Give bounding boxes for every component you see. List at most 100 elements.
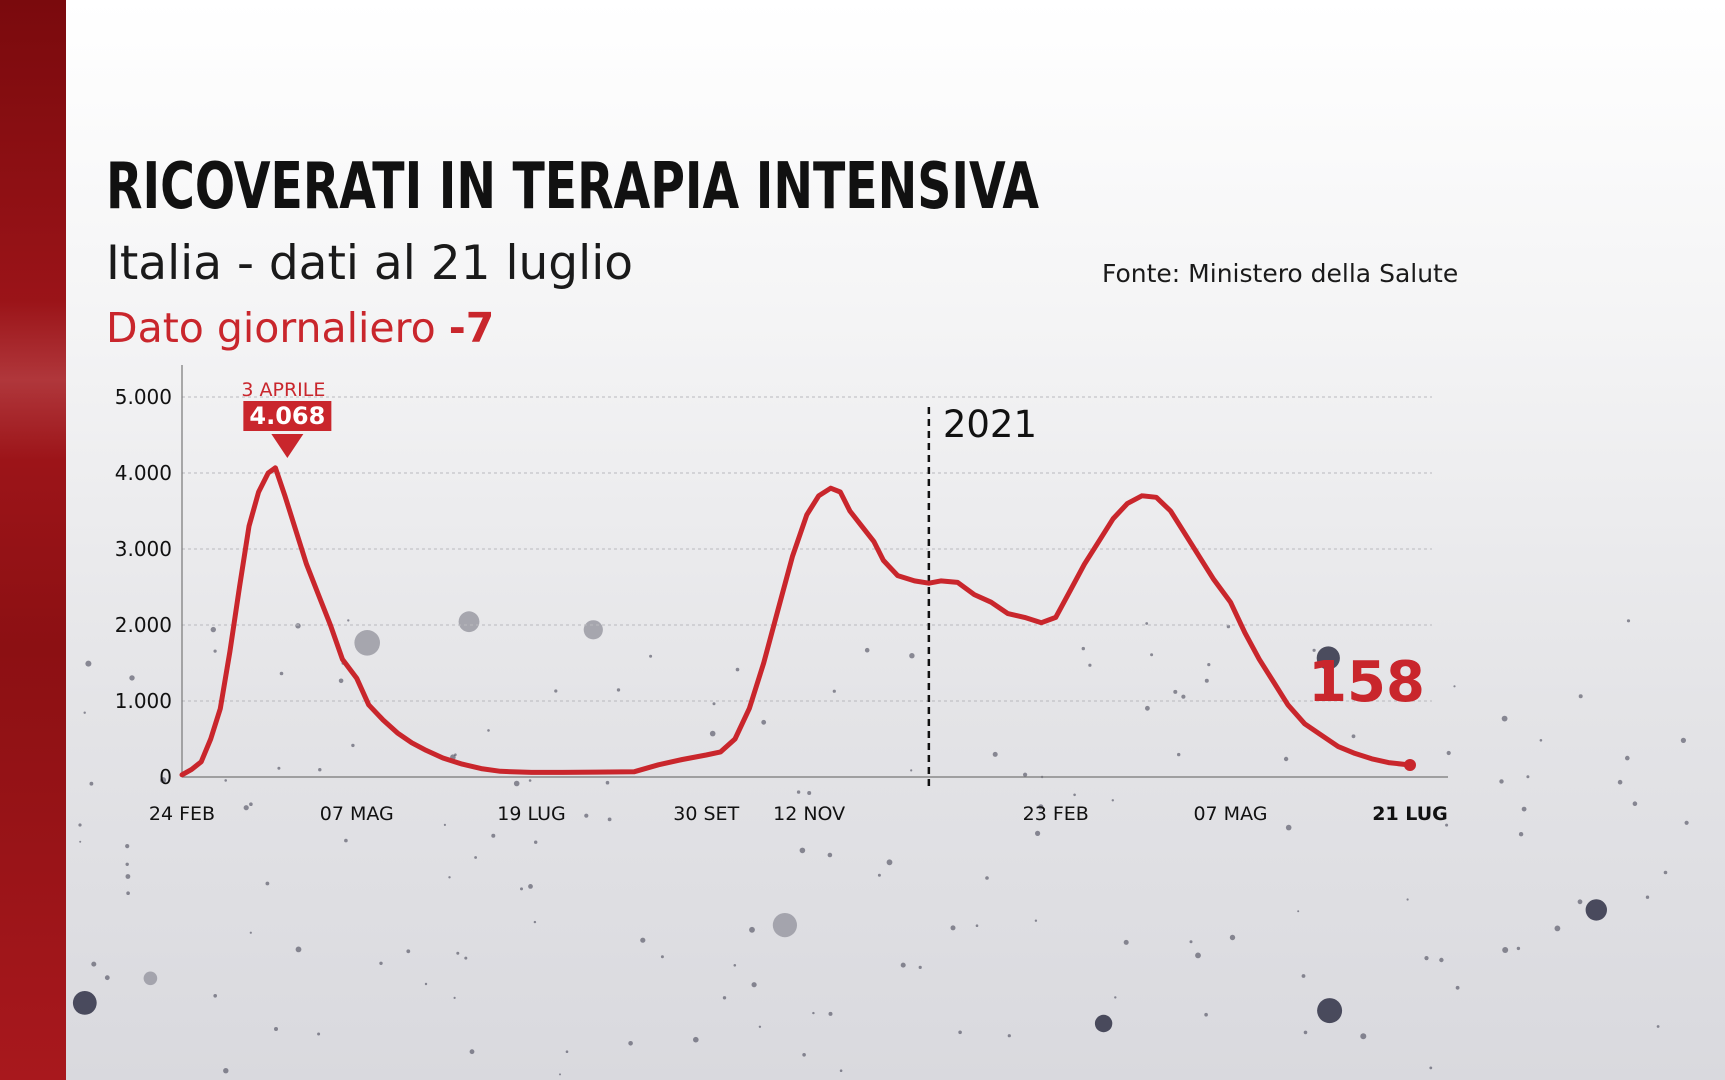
background-dot bbox=[160, 777, 167, 784]
series-line bbox=[179, 465, 1413, 778]
year-marker-label: 2021 bbox=[943, 403, 1037, 446]
background-dot bbox=[772, 913, 798, 938]
background-dot bbox=[318, 768, 322, 772]
background-dot bbox=[1316, 646, 1340, 670]
background-dot bbox=[607, 817, 612, 822]
background-dot bbox=[453, 996, 456, 1000]
background-dot bbox=[85, 660, 92, 667]
background-dot bbox=[1424, 956, 1429, 961]
last-point bbox=[1404, 758, 1416, 771]
background-dot bbox=[1150, 653, 1154, 657]
chart-title: RICOVERATI IN TERAPIA INTENSIVA bbox=[106, 150, 1040, 224]
background-dot bbox=[1034, 919, 1038, 922]
background-dot bbox=[1351, 734, 1356, 739]
axes bbox=[181, 365, 1448, 778]
background-dot bbox=[1516, 946, 1521, 951]
background-dot bbox=[125, 844, 130, 849]
background-dot bbox=[958, 1030, 962, 1035]
background-dot bbox=[709, 730, 716, 737]
background-dot bbox=[1518, 832, 1524, 837]
background-dot bbox=[758, 1025, 762, 1029]
background-dot bbox=[950, 925, 956, 931]
background-dot bbox=[583, 620, 603, 640]
x-tick-label: 12 NOV bbox=[773, 803, 845, 825]
background-dot bbox=[1207, 663, 1211, 667]
background-dot bbox=[1445, 823, 1449, 827]
background-dot bbox=[660, 955, 664, 959]
daily-change: Dato giornaliero -7 bbox=[106, 298, 494, 358]
peak-date-label: 3 APRILE bbox=[241, 379, 325, 401]
background-dot bbox=[213, 994, 217, 998]
background-dot bbox=[295, 946, 302, 953]
background-dot bbox=[1229, 934, 1236, 941]
background-dot bbox=[1526, 775, 1530, 779]
x-tick-label: 07 MAG bbox=[320, 803, 394, 825]
background-dot bbox=[513, 780, 520, 787]
background-dot bbox=[464, 956, 468, 960]
y-tick-label: 4.000 bbox=[115, 461, 172, 485]
background-dot bbox=[213, 649, 217, 653]
background-dot bbox=[469, 1049, 475, 1055]
background-dot bbox=[1007, 1034, 1011, 1038]
background-dot bbox=[1453, 685, 1456, 688]
gridlines bbox=[182, 396, 1432, 702]
background-dot bbox=[1617, 779, 1623, 785]
background-dot bbox=[528, 779, 532, 782]
background-dot bbox=[722, 996, 727, 1000]
background-dot bbox=[274, 1027, 278, 1031]
background-dot bbox=[1204, 1012, 1208, 1017]
background-dot bbox=[1312, 648, 1316, 652]
background-dot bbox=[91, 961, 97, 967]
background-dot bbox=[474, 856, 477, 859]
background-dot bbox=[565, 1050, 569, 1053]
background-dot bbox=[733, 964, 737, 967]
x-tick-label: 19 LUG bbox=[497, 803, 566, 825]
background-dot bbox=[1502, 947, 1509, 953]
background-dot bbox=[1429, 1066, 1433, 1070]
background-dot bbox=[458, 611, 480, 633]
peak-value-label: 4.068 bbox=[249, 402, 325, 430]
year-marker: 2021 bbox=[927, 403, 1037, 789]
background-dot bbox=[877, 873, 881, 877]
background-dot bbox=[83, 711, 86, 714]
background-dot bbox=[735, 667, 740, 672]
series bbox=[179, 465, 1413, 778]
background-dot bbox=[249, 802, 253, 806]
background-dot bbox=[1088, 663, 1092, 667]
background-dot bbox=[864, 647, 870, 653]
background-dot bbox=[126, 891, 130, 895]
y-tick-labels: 0 1.000 2.000 3.000 4.000 5.000 bbox=[115, 385, 172, 789]
background-dot bbox=[317, 1032, 321, 1036]
background-dot bbox=[975, 924, 979, 927]
background-dot bbox=[1035, 830, 1041, 837]
background-dot bbox=[1283, 756, 1289, 762]
y-tick-label: 2.000 bbox=[115, 613, 172, 637]
background-dot bbox=[520, 887, 523, 891]
background-dot bbox=[528, 884, 533, 889]
background-dot bbox=[1145, 705, 1150, 711]
background-dot bbox=[909, 653, 915, 659]
background-dot bbox=[1114, 996, 1117, 999]
background-dot bbox=[1081, 646, 1086, 651]
background-dot bbox=[491, 833, 496, 838]
background-dot bbox=[1684, 820, 1689, 825]
background-dot bbox=[1386, 806, 1390, 809]
background-dot bbox=[1226, 624, 1231, 629]
background-dot bbox=[796, 790, 801, 794]
daily-change-label: Dato giornaliero bbox=[106, 304, 436, 352]
background-dot bbox=[1632, 801, 1638, 806]
daily-change-value: -7 bbox=[448, 304, 495, 352]
background-dot bbox=[584, 813, 589, 818]
background-dot bbox=[1094, 1014, 1113, 1033]
background-dot bbox=[1301, 974, 1306, 978]
background-dot bbox=[1446, 750, 1451, 756]
background-dot bbox=[1073, 793, 1076, 797]
background-dot bbox=[640, 937, 646, 943]
background-dot bbox=[827, 852, 833, 858]
background-dot bbox=[1181, 694, 1186, 699]
background-dot bbox=[1680, 737, 1686, 744]
x-tick-labels: 24 FEB 07 MAG 19 LUG 30 SET 12 NOV 23 FEB 07 M… bbox=[149, 803, 1448, 825]
background-dot bbox=[243, 805, 249, 811]
